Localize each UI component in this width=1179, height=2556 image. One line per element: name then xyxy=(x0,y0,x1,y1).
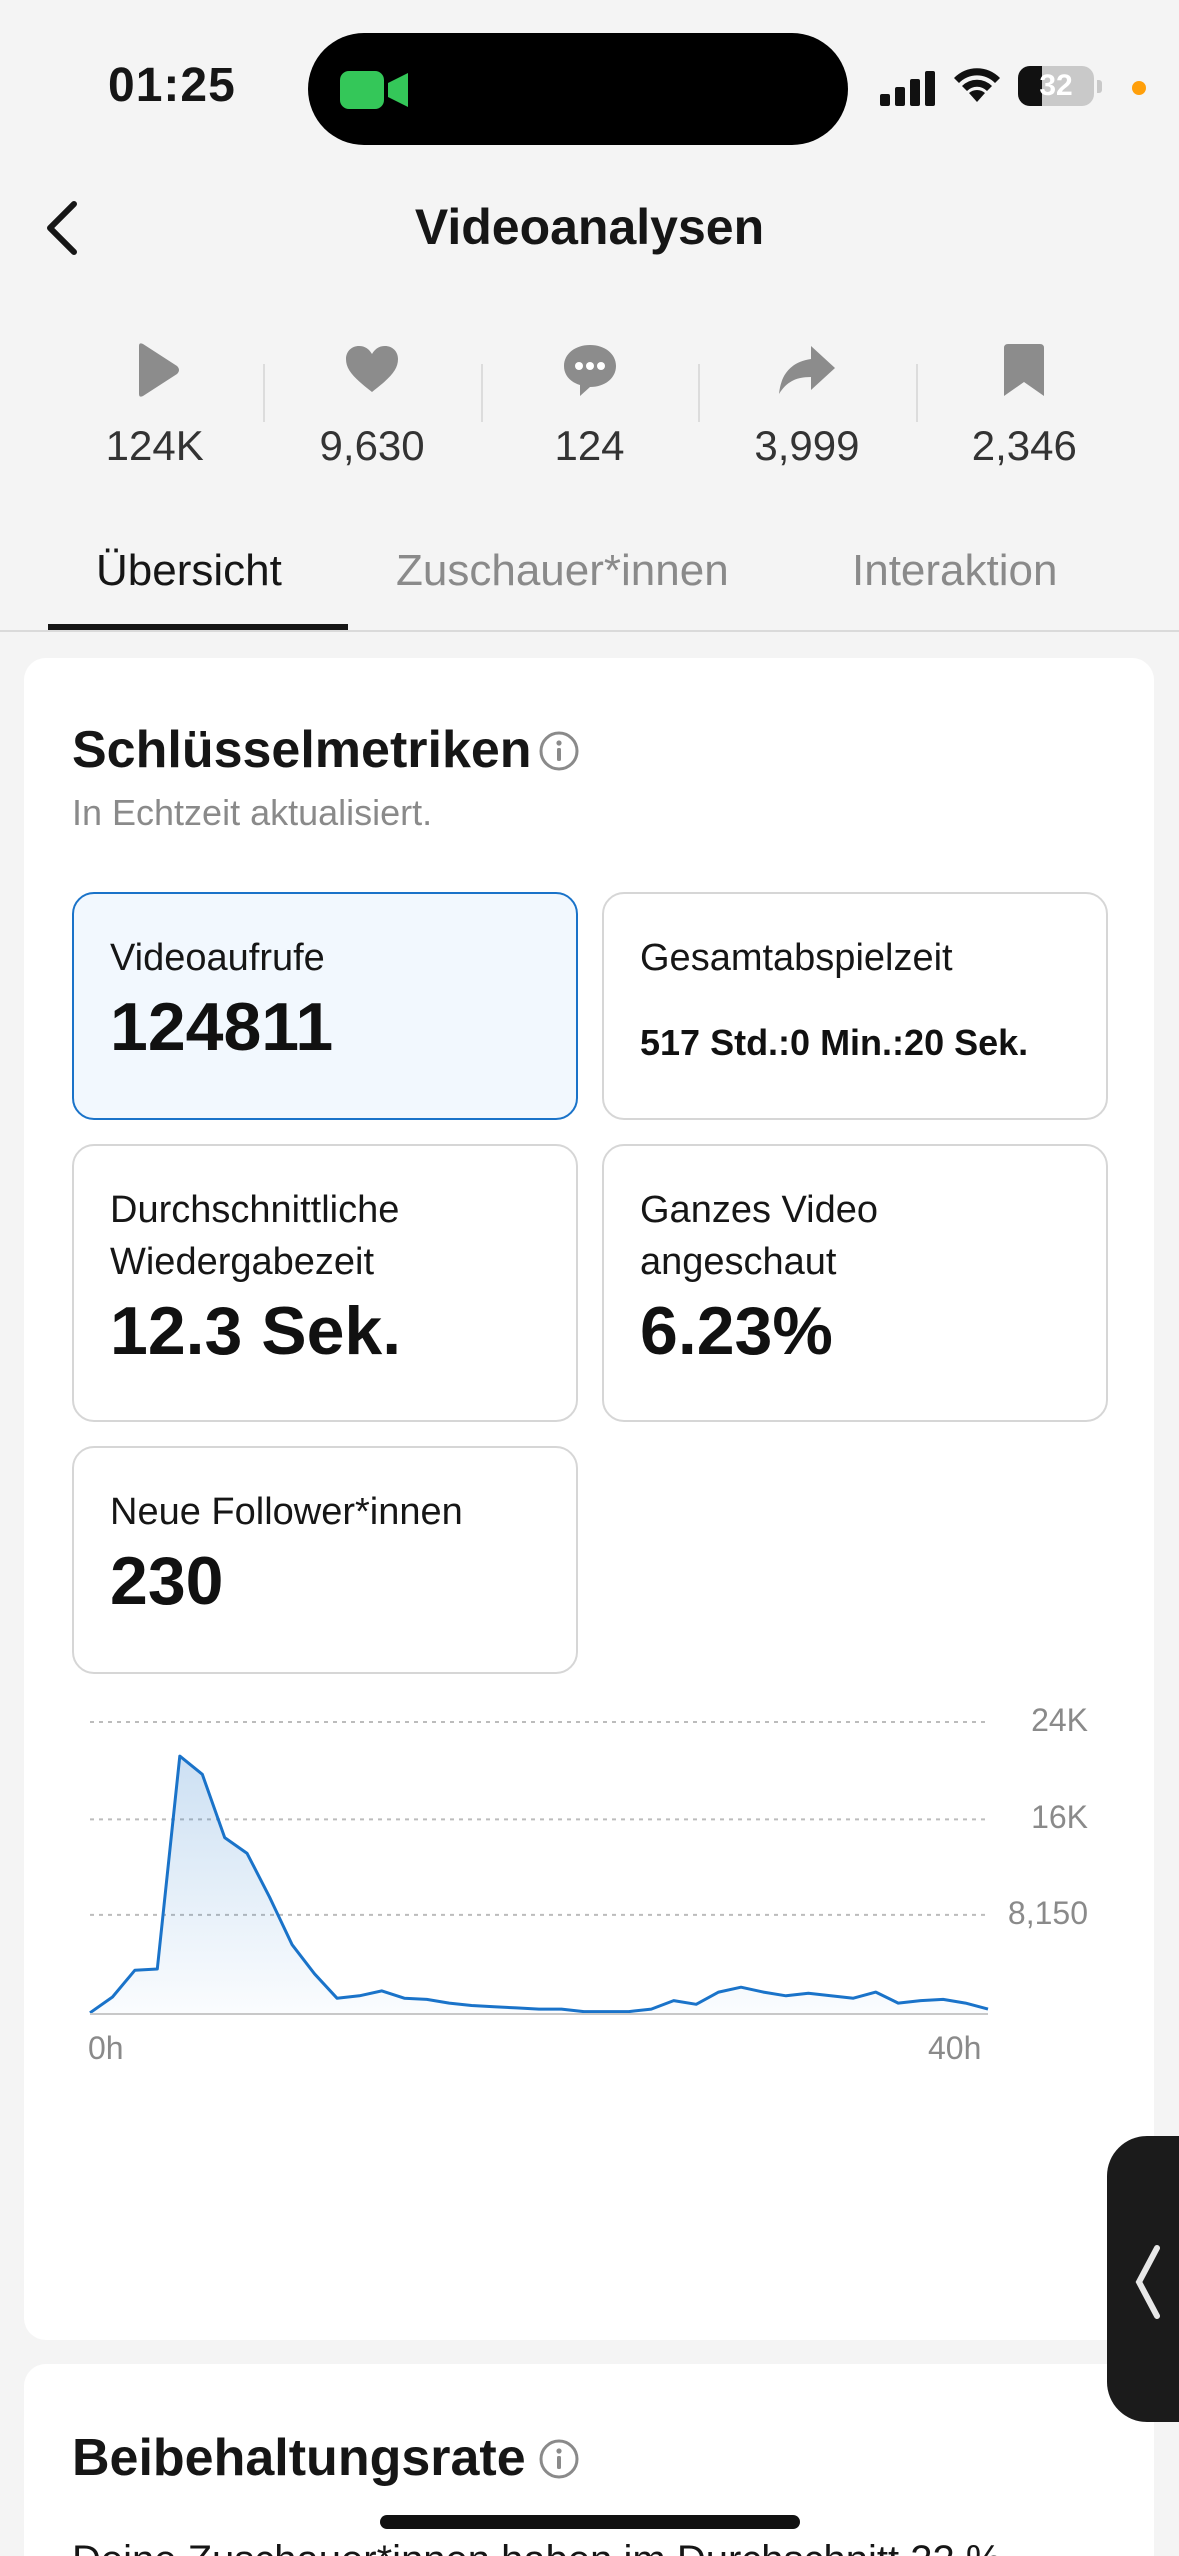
metric-card-new-followers[interactable]: Neue Follower*innen 230 xyxy=(72,1446,578,1674)
status-time: 01:25 xyxy=(108,59,236,112)
key-metrics-card: Schlüsselmetriken In Echtzeit aktualisie… xyxy=(24,658,1154,2340)
metric-label: Gesamtabspielzeit xyxy=(640,937,953,979)
section-title: Beibehaltungsrate xyxy=(72,2429,526,2487)
stat-value: 3,999 xyxy=(754,422,860,469)
info-icon[interactable] xyxy=(538,730,580,772)
metric-value: 124811 xyxy=(110,989,334,1065)
stat-views: 124K xyxy=(46,340,263,480)
y-tick-label: 16K xyxy=(1031,1799,1088,1836)
chevron-left-icon xyxy=(1135,2245,1160,2319)
status-bar: 01:25 32 xyxy=(0,0,1179,170)
tab-overview[interactable]: Übersicht xyxy=(96,546,282,595)
battery-tip xyxy=(1097,80,1102,93)
chart-series-line xyxy=(89,1754,989,2015)
chevron-left-icon[interactable] xyxy=(38,196,90,260)
stat-value: 124 xyxy=(554,422,625,469)
stat-value: 124K xyxy=(105,422,204,469)
metric-card-average-watch-time[interactable]: Durchschnittliche Wiedergabezeit 12.3 Se… xyxy=(72,1144,578,1422)
stat-shares: 3,999 xyxy=(698,340,915,480)
y-tick-label: 8,150 xyxy=(1007,1894,1088,1931)
x-tick-label: 0h xyxy=(88,2030,124,2066)
page-title: Videoanalysen xyxy=(414,199,765,255)
stat-comments: 124 xyxy=(480,340,698,480)
retention-description: Deine Zuschauer*innen haben im Durchschn… xyxy=(72,2538,1001,2556)
comment-icon xyxy=(563,345,616,396)
section-subtitle: In Echtzeit aktualisiert. xyxy=(72,792,433,833)
battery-percent: 32 xyxy=(1039,69,1073,102)
cellular-signal-icon xyxy=(880,71,935,106)
bookmark-icon xyxy=(1004,344,1045,396)
metric-card-video-views[interactable]: Videoaufrufe 124811 xyxy=(72,892,578,1120)
privacy-indicator-dot xyxy=(1132,81,1146,95)
metric-label: Durchschnittliche Wiedergabezeit xyxy=(110,1189,400,1283)
metric-value: 6.23% xyxy=(640,1293,833,1369)
stat-value: 2,346 xyxy=(971,422,1077,469)
x-tick-label: 40h xyxy=(928,2030,982,2066)
metric-card-total-watch-time[interactable]: Gesamtabspielzeit 517 Std.:0 Min.:20 Sek… xyxy=(602,892,1108,1120)
metric-label: Neue Follower*innen xyxy=(110,1491,463,1533)
wifi-icon xyxy=(954,68,1000,102)
tab-engagement[interactable]: Interaktion xyxy=(852,546,1058,595)
active-tab-indicator xyxy=(48,624,348,630)
chart-area-fill xyxy=(90,1756,988,2014)
home-indicator xyxy=(380,2515,800,2529)
info-icon[interactable] xyxy=(538,2438,580,2480)
stat-likes: 9,630 xyxy=(263,340,480,480)
metric-label: Videoaufrufe xyxy=(110,937,325,979)
battery-level-fill xyxy=(1018,66,1043,106)
tab-bar: Übersicht Zuschauer*innen Interaktion xyxy=(0,530,1179,632)
metric-card-full-video-watched[interactable]: Ganzes Video angeschaut 6.23% xyxy=(602,1144,1108,1422)
facetime-video-icon xyxy=(340,71,408,109)
heart-icon xyxy=(346,346,399,392)
views-chart[interactable]: 8,150 16K 24K 0h 40h xyxy=(24,1702,1154,2066)
section-title: Schlüsselmetriken xyxy=(72,721,532,779)
metric-value: 517 Std.:0 Min.:20 Sek. xyxy=(640,1022,1029,1063)
metric-label: Ganzes Video angeschaut xyxy=(640,1189,879,1283)
metric-value: 12.3 Sek. xyxy=(110,1293,402,1369)
stat-saves: 2,346 xyxy=(915,340,1133,480)
tab-audience[interactable]: Zuschauer*innen xyxy=(396,546,729,595)
side-panel-handle[interactable] xyxy=(1107,2136,1179,2422)
share-icon xyxy=(778,346,835,394)
stat-value: 9,630 xyxy=(319,422,425,469)
battery-icon: 32 xyxy=(1018,66,1094,106)
engagement-stats-row: 124K 9,630 124 3,999 2,346 xyxy=(46,340,1133,480)
views-chart-plot xyxy=(89,1721,989,2015)
play-icon xyxy=(138,343,179,397)
dynamic-island xyxy=(308,33,848,145)
metric-value: 230 xyxy=(110,1543,224,1619)
y-tick-label: 24K xyxy=(1031,1702,1088,1738)
